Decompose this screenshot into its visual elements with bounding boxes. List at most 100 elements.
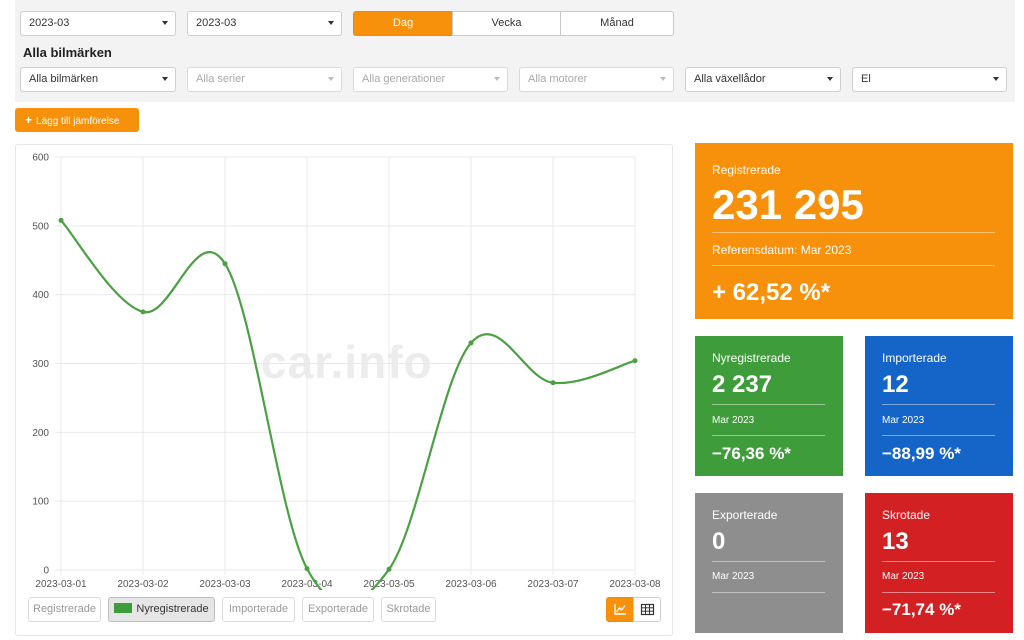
chevron-down-icon	[993, 77, 999, 81]
y-tick-label: 200	[32, 428, 49, 439]
chevron-down-icon	[494, 77, 500, 81]
x-tick-label: 2023-03-04	[281, 579, 333, 590]
divider	[882, 404, 995, 405]
divider	[882, 435, 995, 436]
gearbox-value: Alla växellådor	[694, 73, 766, 85]
y-tick-label: 100	[32, 497, 49, 508]
card-imported-period: Mar 2023	[882, 415, 925, 426]
x-tick-label: 2023-03-06	[445, 579, 497, 590]
engines-select[interactable]: Alla motorer	[519, 67, 674, 92]
card-registered-ref: Referensdatum: Mar 2023	[712, 243, 852, 257]
card-exported-label: Exporterade	[712, 508, 778, 522]
x-tick-label: 2023-03-01	[35, 579, 87, 590]
from-date-value: 2023-03	[29, 17, 70, 29]
x-tick-label: 2023-03-03	[199, 579, 251, 590]
divider	[712, 435, 825, 436]
card-registered-change: + 62,52 %*	[712, 279, 831, 306]
add-comparison-label: Lägg till jämförelse	[36, 116, 120, 127]
filter-bar: 2023-03 2023-03 Dag Vecka Månad Alla bil…	[15, 0, 1015, 102]
card-scrapped-period: Mar 2023	[882, 571, 925, 582]
card-new-change: −76,36 %*	[712, 444, 791, 463]
chart-view-button[interactable]	[606, 597, 634, 622]
series-swatch	[114, 603, 133, 613]
engines-value: Alla motorer	[528, 73, 588, 85]
y-tick-label: 600	[32, 153, 49, 164]
divider	[712, 404, 825, 405]
chevron-down-icon	[328, 77, 334, 81]
data-point	[468, 340, 474, 346]
to-date-value: 2023-03	[196, 17, 237, 29]
divider	[712, 592, 825, 593]
x-tick-label: 2023-03-05	[363, 579, 415, 590]
divider	[712, 265, 995, 266]
card-new: Nyregistrerade 2 237 Mar 2023 −76,36 %*	[695, 336, 843, 476]
x-tick-label: 2023-03-02	[117, 579, 169, 590]
legend-new-label: Nyregistrerade	[136, 603, 209, 615]
divider	[882, 561, 995, 562]
table-view-button[interactable]	[633, 597, 661, 622]
card-scrapped-change: −71,74 %*	[882, 600, 961, 619]
data-point	[632, 358, 638, 364]
card-imported-label: Importerade	[882, 351, 947, 365]
card-imported-change: −88,99 %*	[882, 444, 961, 463]
chart-panel: car.info 0 100 200 300 400 500 600 2023-03-01 20…	[15, 144, 673, 636]
plus-icon: +	[25, 113, 33, 127]
add-comparison-button[interactable]: + Lägg till jämförelse	[15, 108, 139, 132]
generations-value: Alla generationer	[362, 73, 446, 85]
table-icon	[640, 603, 655, 616]
line-chart-icon	[614, 604, 626, 615]
series-line	[60, 219, 636, 590]
data-point	[386, 566, 392, 572]
card-exported-period: Mar 2023	[712, 571, 755, 582]
data-point	[304, 566, 310, 572]
data-point	[140, 309, 146, 315]
to-date-select[interactable]: 2023-03	[187, 11, 342, 36]
from-date-select[interactable]: 2023-03	[20, 11, 176, 36]
tab-week[interactable]: Vecka	[452, 11, 561, 36]
chevron-down-icon	[162, 77, 168, 81]
generations-select[interactable]: Alla generationer	[353, 67, 508, 92]
tab-month[interactable]: Månad	[560, 11, 674, 36]
chevron-down-icon	[162, 21, 168, 25]
card-registered: Registrerade 231 295 Referensdatum: Mar …	[695, 143, 1013, 319]
card-imported-value: 12	[882, 371, 909, 398]
card-scrapped: Skrotade 13 Mar 2023 −71,74 %*	[865, 493, 1013, 633]
y-tick-label: 500	[32, 221, 49, 232]
card-exported-value: 0	[712, 528, 726, 555]
card-scrapped-label: Skrotade	[882, 508, 931, 522]
legend-scrapped[interactable]: Skrotade	[381, 597, 436, 622]
chevron-down-icon	[827, 77, 833, 81]
y-tick-label: 300	[32, 359, 49, 370]
fuel-select[interactable]: El	[852, 67, 1007, 92]
x-tick-label: 2023-03-08	[609, 579, 661, 590]
tab-day[interactable]: Dag	[353, 11, 453, 36]
legend-registered[interactable]: Registrerade	[28, 597, 101, 622]
brand-value: Alla bilmärken	[29, 73, 99, 85]
chevron-down-icon	[328, 21, 334, 25]
divider	[882, 592, 995, 593]
card-new-value: 2 237	[712, 371, 773, 398]
y-tick-label: 0	[43, 566, 49, 577]
legend-exported[interactable]: Exporterade	[302, 597, 374, 622]
legend-imported[interactable]: Importerade	[222, 597, 295, 622]
data-point	[550, 380, 556, 386]
y-tick-label: 400	[32, 290, 49, 301]
card-new-label: Nyregistrerade	[712, 351, 791, 365]
line-chart: 0 100 200 300 400 500 600 2023-03-01 2023-03-02 2…	[32, 153, 661, 590]
legend-new[interactable]: Nyregistrerade	[108, 597, 215, 622]
section-title: Alla bilmärken	[23, 45, 112, 60]
data-point	[58, 217, 64, 223]
card-scrapped-value: 13	[882, 528, 909, 555]
divider	[712, 561, 825, 562]
gearbox-select[interactable]: Alla växellådor	[685, 67, 841, 92]
series-select[interactable]: Alla serier	[187, 67, 342, 92]
divider	[712, 232, 995, 233]
card-imported: Importerade 12 Mar 2023 −88,99 %*	[865, 336, 1013, 476]
brand-select[interactable]: Alla bilmärken	[20, 67, 176, 92]
fuel-value: El	[861, 73, 871, 85]
chevron-down-icon	[660, 77, 666, 81]
x-tick-label: 2023-03-07	[527, 579, 579, 590]
data-point	[222, 261, 228, 267]
series-value: Alla serier	[196, 73, 245, 85]
card-exported: Exporterade 0 Mar 2023	[695, 493, 843, 633]
